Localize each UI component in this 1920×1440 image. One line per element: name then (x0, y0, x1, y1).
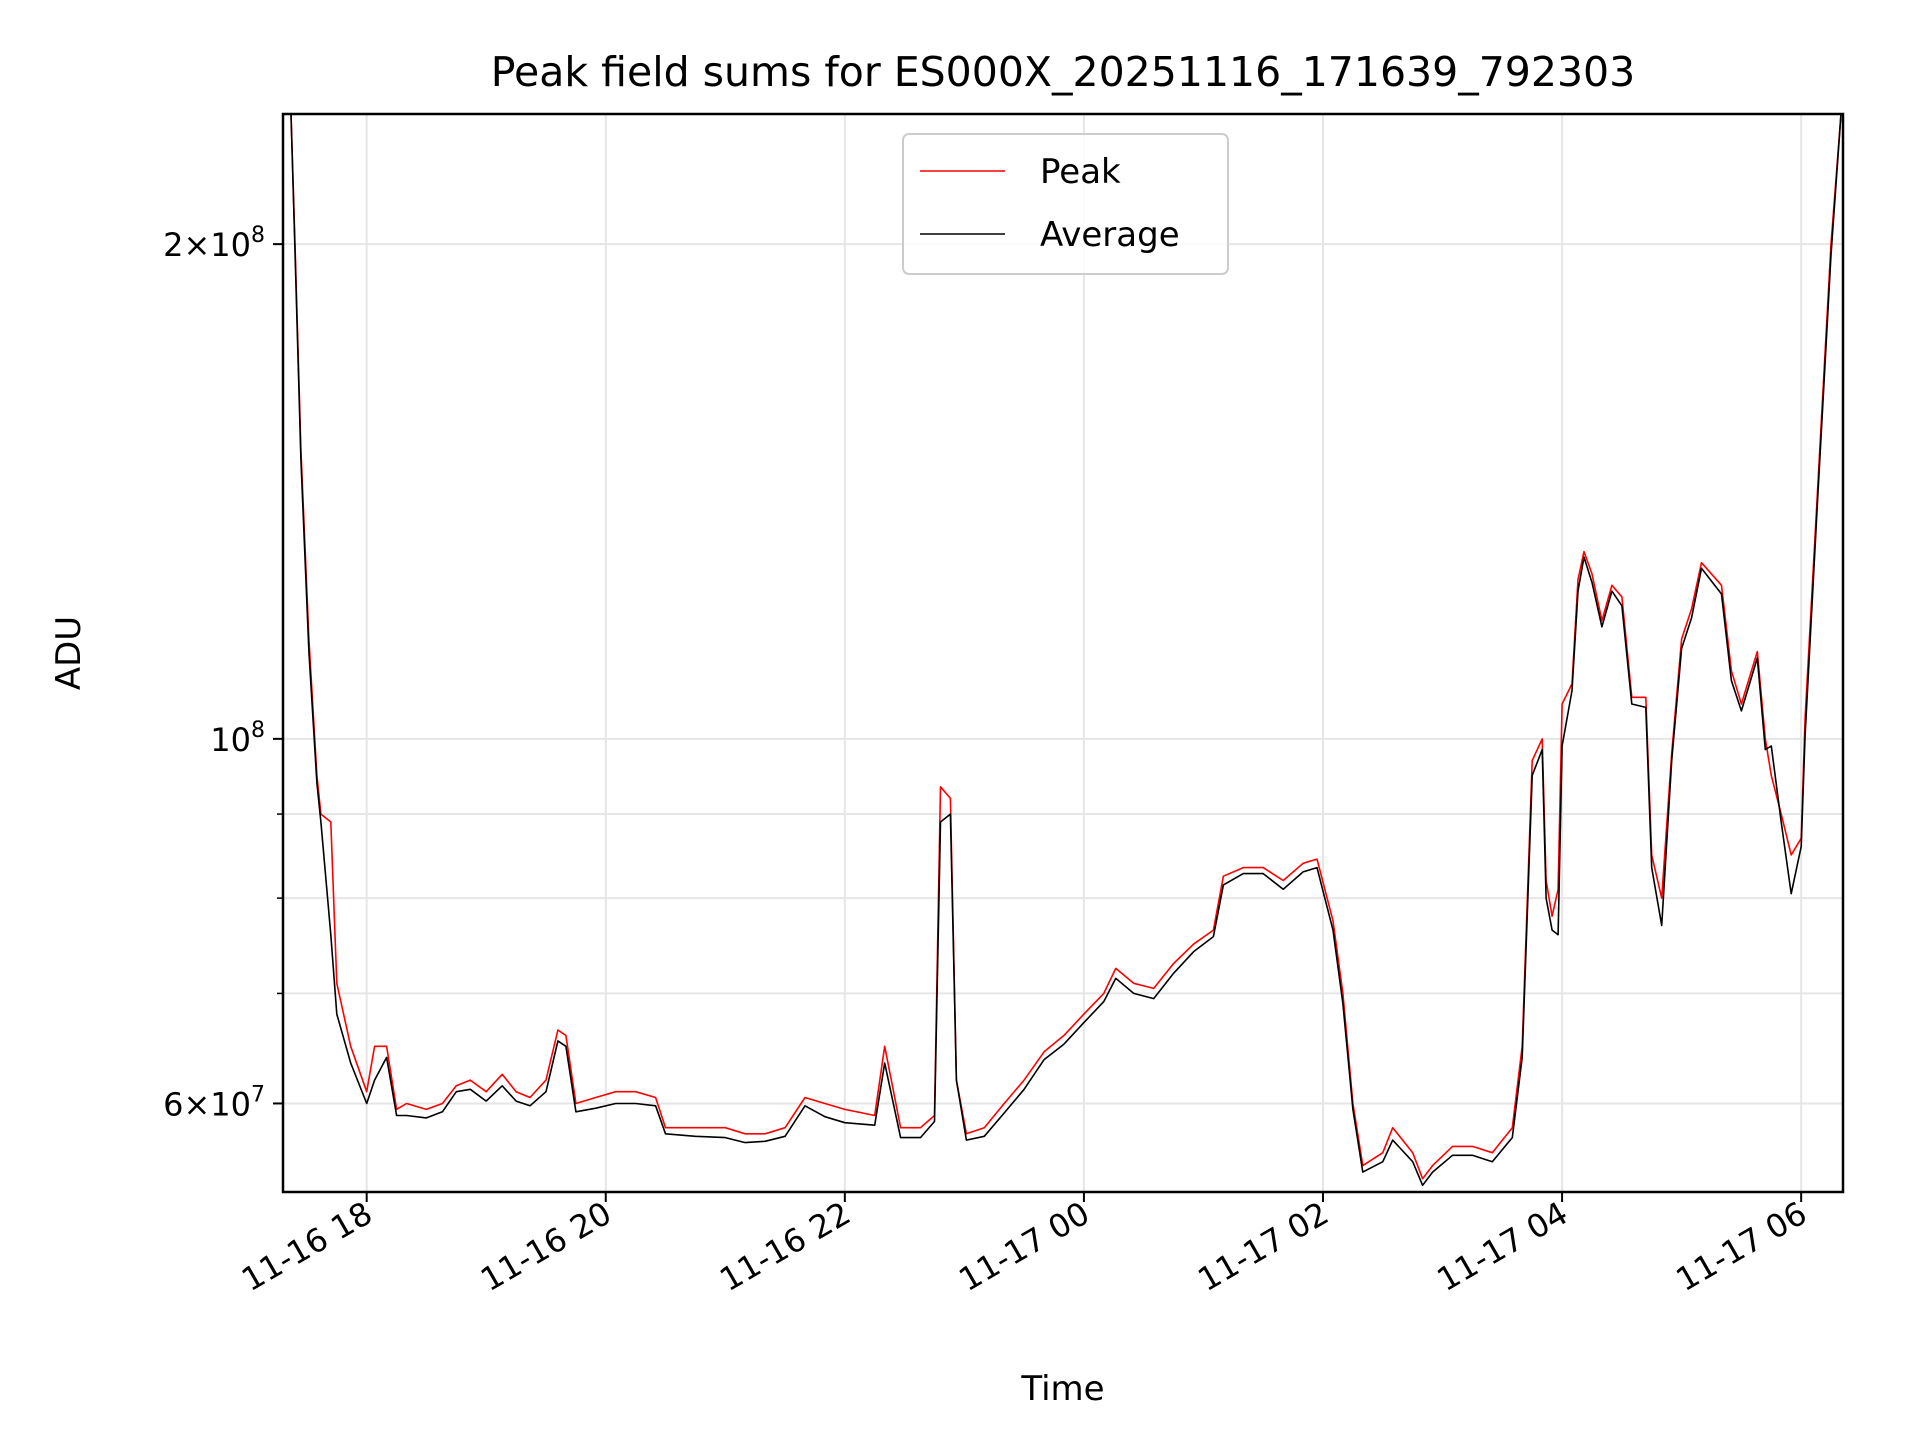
legend-box (902, 133, 1229, 275)
legend-label-average: Average (1040, 215, 1180, 255)
plot-area-frame (281, 112, 1845, 1194)
plot-series (290, 113, 1842, 1187)
series-line-peak (290, 113, 1842, 1180)
y-axis-label: ADU (49, 616, 89, 690)
y-tick-label: 6×107 (163, 1082, 265, 1123)
legend: Peak Average (902, 133, 1229, 275)
chart-title: Peak field sums for ES000X_20251116_1716… (491, 48, 1635, 96)
series-line-average (290, 113, 1842, 1187)
y-tick-label: 108 (210, 718, 265, 759)
legend-label-peak: Peak (1040, 152, 1121, 192)
y-tick-label: 2×108 (163, 223, 265, 264)
x-axis-label: Time (1020, 1369, 1104, 1409)
